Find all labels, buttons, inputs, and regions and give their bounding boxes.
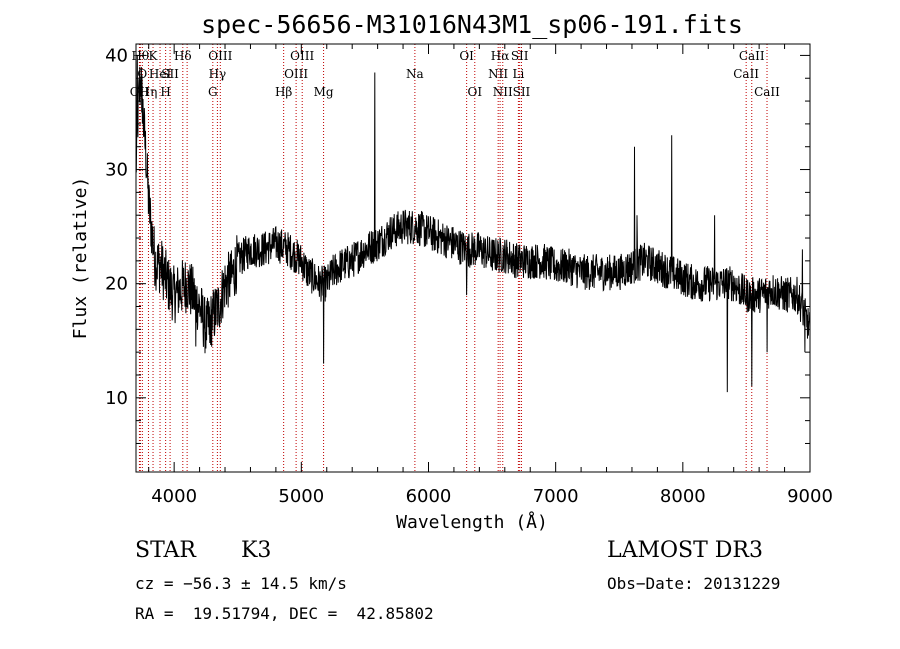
line-marker-label: G — [208, 85, 218, 99]
x-tick-label: 4000 — [151, 486, 197, 507]
line-marker-label: Hα — [491, 49, 510, 63]
y-axis-label: Flux (relative) — [70, 177, 91, 340]
star-subclass: K3 — [241, 538, 272, 563]
line-marker-label: SII — [161, 67, 179, 81]
emission-line-labels: HθOOIIHηKHeIHSIIHδGHγOIIIHβOIIIOIIIMgNaO… — [130, 49, 780, 99]
observation-date: Obs−Date: 20131229 — [607, 574, 781, 593]
plot-frame — [135, 43, 811, 473]
line-marker-label: Hθ — [131, 49, 149, 63]
line-marker-label: NII — [488, 67, 508, 81]
y-tick-label: 40 — [105, 45, 128, 66]
y-tick-label: 30 — [105, 160, 128, 181]
coordinates: RA = 19.51794, DEC = 42.85802 — [135, 604, 434, 623]
line-marker-label: Na — [406, 67, 424, 81]
redshift-velocity: cz = −56.3 ± 14.5 km/s — [135, 574, 347, 593]
line-marker-label: SII — [511, 49, 529, 63]
spectrum-series — [135, 55, 811, 393]
line-marker-label: CaII — [733, 67, 759, 81]
x-tick-label: 9000 — [787, 486, 833, 507]
line-marker-label: Li — [512, 67, 524, 81]
x-tick-label: 8000 — [660, 486, 706, 507]
axis-ticks: 4000 5000 6000 7000 8000 9000 10 20 30 40 — [105, 44, 833, 507]
y-tick-label: 20 — [105, 274, 128, 295]
line-marker-label: Hβ — [275, 85, 292, 99]
x-tick-label: 6000 — [406, 486, 452, 507]
x-axis-label: Wavelength (Å) — [396, 511, 548, 533]
x-tick-label: 5000 — [278, 486, 324, 507]
spectrum-line — [135, 55, 811, 393]
chart-title: spec-56656-M31016N43M1_sp06-191.fits — [201, 10, 743, 39]
star-class: STAR — [135, 538, 196, 563]
line-marker-label: OI — [467, 85, 482, 99]
x-tick-label: 7000 — [533, 486, 579, 507]
line-marker-label: Hγ — [209, 67, 227, 81]
line-marker-label: NII — [493, 85, 513, 99]
line-marker-label: H — [160, 85, 170, 99]
line-marker-label: Hη — [140, 85, 158, 99]
line-marker-label: OIII — [208, 49, 232, 63]
line-marker-label: HeI — [149, 67, 172, 81]
line-marker-label: OIII — [290, 49, 314, 63]
line-marker-label: CaII — [739, 49, 765, 63]
line-marker-label: OI — [459, 49, 474, 63]
line-marker-label: OIII — [284, 67, 308, 81]
line-marker-label: CaII — [754, 85, 780, 99]
line-marker-label: Hδ — [174, 49, 192, 63]
line-marker-label: O — [137, 67, 147, 81]
line-marker-label: SII — [513, 85, 531, 99]
line-marker-label: K — [149, 49, 159, 63]
survey-name: LAMOST DR3 — [607, 538, 763, 563]
y-tick-label: 10 — [105, 388, 128, 409]
line-marker-label: Mg — [314, 85, 334, 99]
